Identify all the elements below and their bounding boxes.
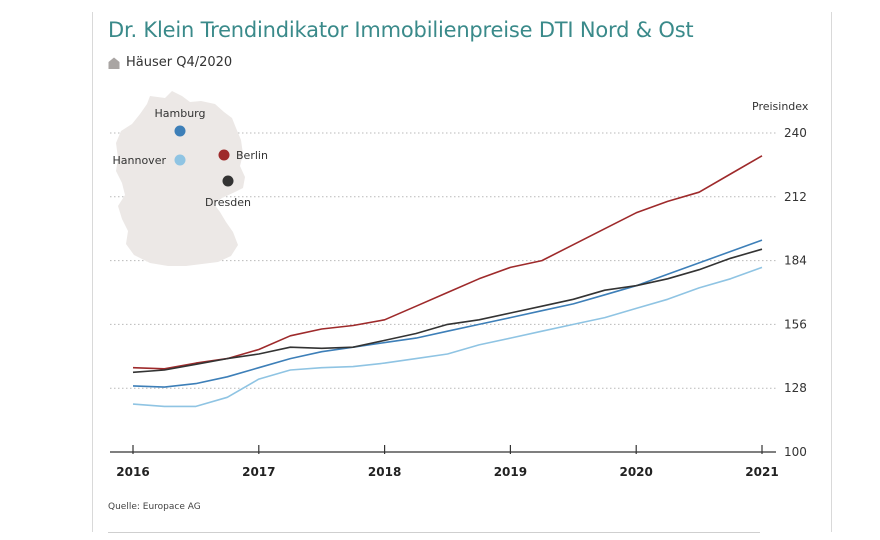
x-tick-label: 2019 xyxy=(494,465,527,479)
series-lines xyxy=(132,155,763,408)
germany-map xyxy=(116,91,245,266)
x-tick-label: 2017 xyxy=(242,465,275,479)
y-tick-label: 212 xyxy=(784,190,807,204)
city-label-berlin: Berlin xyxy=(236,149,268,162)
city-marker-hamburg xyxy=(174,125,186,137)
city-markers: Hamburg Berlin Hannover Dresden xyxy=(113,107,268,209)
subtitle-text: Häuser Q4/2020 xyxy=(126,55,233,70)
city-marker-hannover xyxy=(174,154,186,166)
axes: 100 128 156 184 212 240 Preisindex 2016 2017 2018… xyxy=(110,100,809,479)
house-icon xyxy=(108,57,120,69)
chart-subtitle: Häuser Q4/2020 xyxy=(108,55,232,70)
chart-frame xyxy=(92,12,832,532)
bottom-divider xyxy=(108,532,760,533)
germany-map-inset xyxy=(116,91,245,266)
city-label-hamburg: Hamburg xyxy=(155,107,206,120)
chart-title: Dr. Klein Trendindikator Immobilienpreis… xyxy=(108,18,694,42)
y-axis-label: Preisindex xyxy=(752,100,809,113)
y-tick-label: 184 xyxy=(784,254,807,268)
gridlines xyxy=(110,132,776,389)
series-line-dresden xyxy=(132,248,763,374)
city-label-hannover: Hannover xyxy=(113,154,167,167)
series-line-berlin xyxy=(132,155,763,370)
series-line-hannover xyxy=(132,266,763,408)
x-tick-label: 2018 xyxy=(368,465,401,479)
x-tick-label: 2021 xyxy=(745,465,778,479)
y-tick-label: 240 xyxy=(784,126,807,140)
y-tick-label: 156 xyxy=(784,317,807,331)
x-tick-label: 2020 xyxy=(619,465,652,479)
city-marker-berlin xyxy=(218,149,230,161)
series-line-hamburg xyxy=(132,239,763,388)
city-marker-dresden xyxy=(222,175,234,187)
x-tick-label: 2016 xyxy=(116,465,149,479)
y-tick-label: 128 xyxy=(784,381,807,395)
y-tick-label: 100 xyxy=(784,445,807,459)
source-note: Quelle: Europace AG xyxy=(108,502,201,512)
city-label-dresden: Dresden xyxy=(205,196,251,209)
